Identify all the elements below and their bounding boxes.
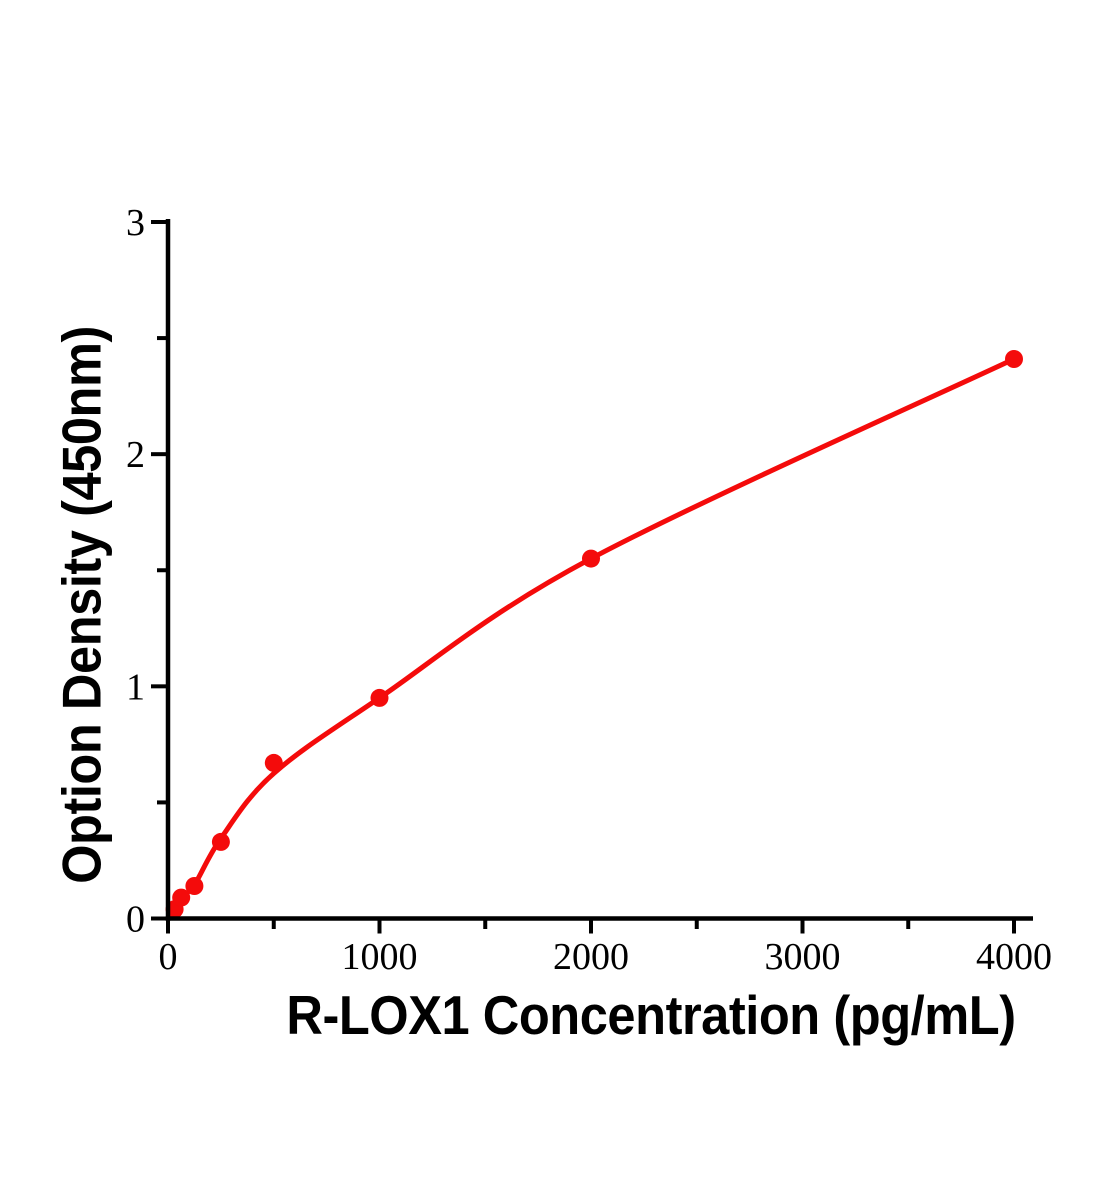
x-tick-label: 4000	[976, 936, 1052, 978]
x-tick-label: 0	[159, 936, 178, 978]
y-tick-label: 1	[126, 666, 145, 708]
x-axis-title: R-LOX1 Concentration (pg/mL)	[286, 984, 1016, 1046]
fit-curve	[172, 356, 1017, 912]
y-tick-label: 0	[126, 899, 145, 941]
data-point	[1005, 350, 1023, 368]
data-point	[172, 888, 191, 907]
x-tick-label: 2000	[553, 936, 629, 978]
data-point	[264, 753, 283, 772]
y-tick-label: 2	[126, 434, 145, 476]
y-axis-title: Option Density (450nm)	[50, 326, 113, 884]
y-tick-label: 3	[126, 202, 145, 244]
data-point	[211, 832, 230, 851]
data-point	[370, 688, 389, 707]
data-point	[185, 877, 204, 895]
data-point	[582, 549, 600, 568]
x-tick-label: 1000	[342, 936, 418, 978]
x-tick-label: 3000	[765, 936, 841, 978]
